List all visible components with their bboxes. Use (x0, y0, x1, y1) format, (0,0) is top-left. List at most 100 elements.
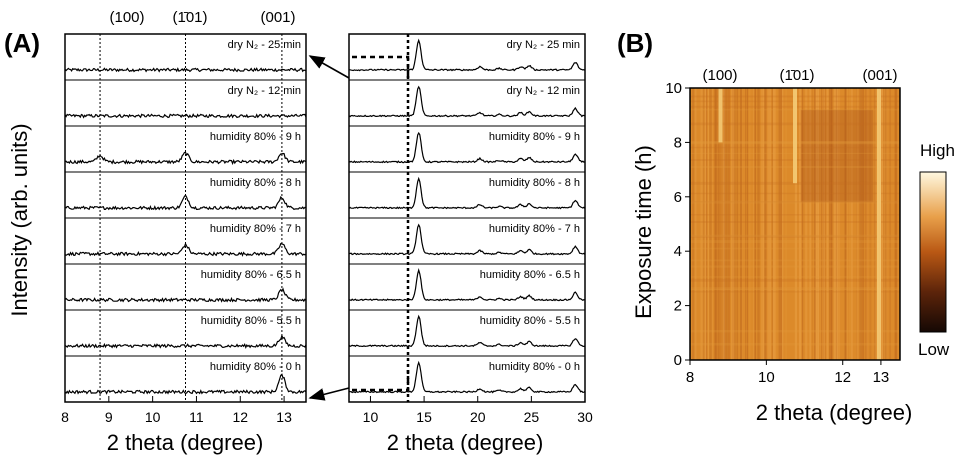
heatmap-texture (778, 88, 781, 360)
heatmap-texture (711, 88, 712, 360)
heatmap-texture (692, 88, 694, 360)
heatmap-texture (809, 88, 812, 360)
heatmap-texture (820, 88, 822, 360)
heatmap-frame (689, 87, 901, 361)
a-right-series-dry-n-25-min (349, 38, 586, 72)
a-left-series-label: dry N₂ - 12 min (228, 85, 301, 97)
heatmap-texture (703, 88, 704, 360)
heatmap-texture (880, 88, 883, 360)
x-axis-title-b: 2 theta (degree) (756, 400, 913, 425)
heatmap-texture (889, 88, 891, 360)
b-y-tick-label: 2 (674, 298, 682, 315)
heatmap-texture (714, 88, 717, 360)
heatmap-texture (836, 88, 839, 360)
heatmap-texture (822, 88, 825, 360)
peak-label-101-a: (1̄01) (172, 9, 207, 26)
a-left-series-humidity-80-5-5-h (64, 334, 307, 350)
a-left-series-label: dry N₂ - 25 min (228, 39, 301, 51)
x-axis-title-a-left: 2 theta (degree) (107, 430, 264, 455)
peak-label-101-b: (1̄01) (779, 67, 814, 84)
a-right-series-label: humidity 80% - 5.5 h (480, 315, 580, 327)
heatmap-texture (859, 88, 861, 360)
heatmap-texture (865, 88, 867, 360)
heatmap-texture (894, 88, 896, 360)
heatmap-texture (801, 88, 804, 360)
heatmap-texture (702, 88, 703, 360)
a-right-series-humidity-80-0-h (348, 360, 586, 394)
heatmap-texture (762, 88, 764, 360)
heatmap-peak-streak (877, 88, 881, 360)
a-right-series-humidity-80-9-h (348, 131, 586, 164)
heatmap-texture (885, 88, 887, 360)
heatmap-band (690, 247, 900, 250)
heatmap-band (690, 221, 900, 223)
a-right-x-tick-label: 25 (524, 409, 540, 425)
a-left-x-tick-label: 11 (189, 409, 204, 425)
heatmap-texture (695, 88, 697, 360)
heatmap-texture (816, 88, 819, 360)
heatmap-band (690, 288, 900, 290)
heatmap-texture (723, 88, 726, 360)
b-x-tick-label: 13 (873, 369, 890, 386)
heatmap-texture (835, 88, 837, 360)
heatmap-texture (856, 88, 858, 360)
heatmap-texture (721, 88, 724, 360)
heatmap-peak-streak (718, 88, 723, 143)
a-left-series-dry-n-12-min (64, 113, 307, 119)
heatmap-band (690, 235, 900, 238)
heatmap-texture (860, 88, 863, 360)
heatmap-band (690, 201, 900, 203)
heatmap-texture (771, 88, 774, 360)
a-right-x-tick-label: 20 (470, 409, 486, 425)
heatmap-texture (764, 88, 767, 360)
a-right-zoom-region-bottom (352, 370, 410, 392)
heatmap-texture (895, 88, 898, 360)
a-left-series-dry-n-25-min (64, 67, 307, 73)
heatmap-texture (866, 88, 868, 360)
heatmap-texture (812, 88, 813, 360)
heatmap-texture (756, 88, 759, 360)
a-right-series-humidity-80-8-h (348, 176, 586, 210)
heatmap-texture (884, 88, 887, 360)
heatmap-texture (732, 88, 734, 360)
heatmap-texture (774, 88, 776, 360)
panel-a-left-frame (64, 33, 307, 403)
heatmap-texture (822, 88, 824, 360)
heatmap-texture (761, 88, 762, 360)
colorbar-low-label: Low (918, 340, 950, 359)
heatmap-texture (799, 88, 802, 360)
colorbar-high-label: High (920, 141, 955, 160)
b-y-tick-label: 6 (674, 189, 682, 206)
a-right-series-humidity-80-6-5-h (348, 268, 586, 302)
heatmap-texture (883, 88, 886, 360)
heatmap-texture (862, 88, 865, 360)
y-axis-title-b: Exposure time (h) (631, 145, 656, 319)
a-left-series-label: humidity 80% - 6.5 h (201, 269, 301, 281)
a-left-series-humidity-80-8-h (64, 194, 307, 211)
heatmap-texture (695, 88, 697, 360)
a-left-series-humidity-80-6-5-h (64, 287, 307, 303)
heatmap-texture (731, 88, 733, 360)
a-left-x-tick-label: 13 (276, 409, 292, 425)
heatmap-texture (726, 88, 728, 360)
b-x-tick-label: 12 (834, 369, 851, 386)
heatmap-texture (817, 88, 820, 360)
heatmap-texture (757, 88, 760, 360)
heatmap-texture (846, 88, 848, 360)
heatmap-texture (750, 88, 752, 360)
heatmap-texture (764, 88, 766, 360)
heatmap-texture (817, 88, 820, 360)
heatmap-band (690, 278, 900, 282)
heatmap-texture (704, 88, 706, 360)
heatmap-band (690, 181, 900, 185)
heatmap-texture (718, 88, 721, 360)
heatmap-texture (709, 88, 712, 360)
heatmap-band (690, 234, 900, 238)
heatmap-texture (829, 88, 831, 360)
heatmap-texture (705, 88, 708, 360)
a-right-series-label: humidity 80% - 0 h (489, 361, 580, 373)
panel-b-letter: (B) (617, 28, 653, 58)
panel-a-letter: (A) (4, 28, 40, 58)
heatmap-texture (794, 88, 796, 360)
heatmap-texture (733, 88, 736, 360)
